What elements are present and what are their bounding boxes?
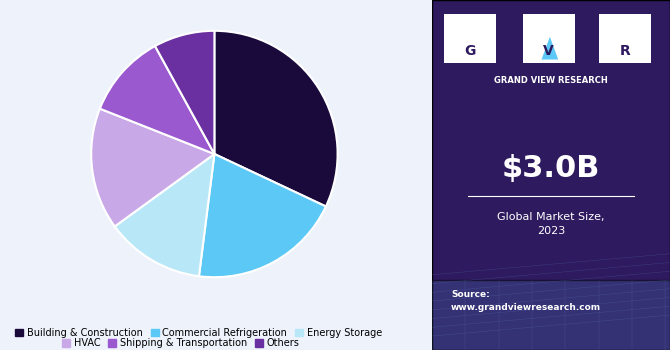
Wedge shape: [91, 108, 214, 226]
FancyBboxPatch shape: [432, 280, 670, 350]
Text: Global Market Size,
2023: Global Market Size, 2023: [497, 212, 605, 236]
Legend: Building & Construction, Commercial Refrigeration, Energy Storage: Building & Construction, Commercial Refr…: [11, 324, 386, 342]
Bar: [523, 14, 575, 63]
Wedge shape: [115, 154, 214, 276]
Polygon shape: [541, 37, 558, 60]
Wedge shape: [199, 154, 326, 277]
Text: GRAND VIEW RESEARCH: GRAND VIEW RESEARCH: [494, 76, 608, 85]
Text: Source:
www.grandviewresearch.com: Source: www.grandviewresearch.com: [451, 290, 601, 312]
Legend: HVAC, Shipping & Transportation, Others: HVAC, Shipping & Transportation, Others: [58, 334, 304, 350]
Bar: [599, 14, 651, 63]
Wedge shape: [214, 31, 338, 206]
Wedge shape: [155, 31, 214, 154]
Text: G: G: [464, 44, 476, 58]
Text: R: R: [620, 44, 630, 58]
Wedge shape: [100, 46, 214, 154]
FancyBboxPatch shape: [432, 0, 670, 350]
Bar: [444, 14, 496, 63]
Text: V: V: [543, 44, 554, 58]
Text: $3.0B: $3.0B: [502, 154, 600, 182]
